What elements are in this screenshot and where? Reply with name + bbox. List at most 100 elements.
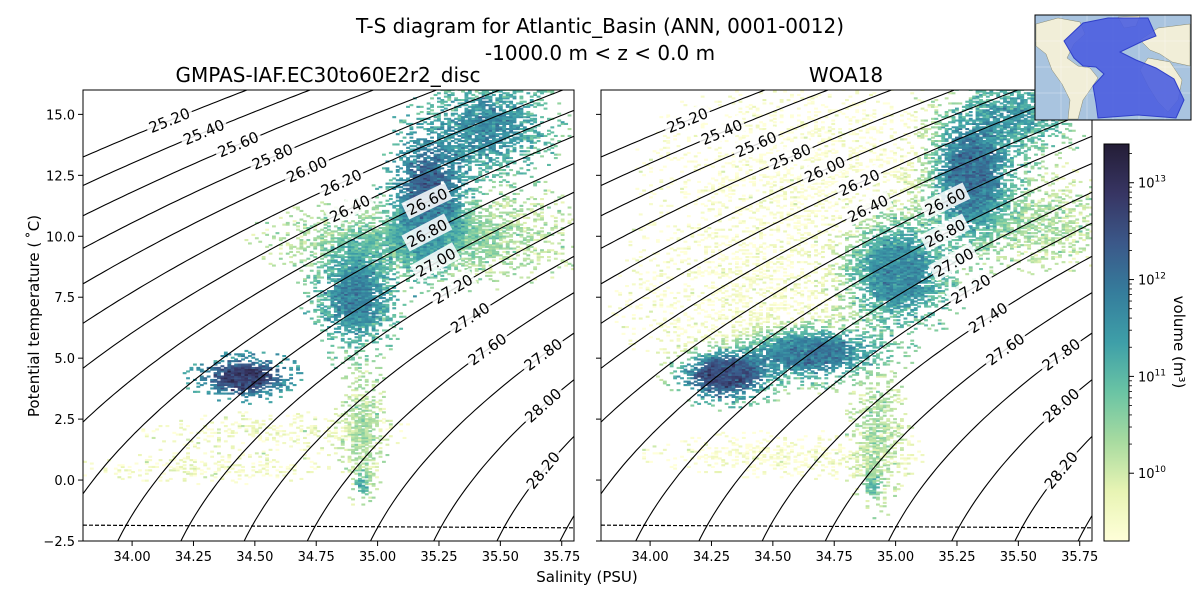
heat-cell: [344, 250, 349, 254]
heat-cell: [265, 454, 270, 457]
heat-cell: [210, 455, 215, 458]
heat-cell: [485, 215, 489, 218]
heat-cell: [495, 157, 500, 160]
heat-cell: [471, 151, 476, 155]
heat-cell: [488, 204, 493, 207]
heat-cell: [309, 317, 314, 320]
heat-cell: [478, 119, 483, 122]
heat-cell: [464, 111, 469, 114]
heat-cell: [268, 252, 273, 255]
heat-cell: [498, 162, 503, 165]
heat-cell: [351, 389, 355, 392]
heat-cell: [498, 271, 503, 274]
heat-cell: [416, 167, 421, 170]
heat-cell: [461, 179, 465, 182]
heat-cell: [361, 312, 366, 315]
heat-cell: [413, 180, 417, 184]
heat-cell: [186, 447, 190, 450]
heat-cell: [344, 303, 349, 306]
heat-cell: [502, 141, 507, 144]
heat-cell: [440, 100, 445, 103]
heat-cell: [368, 264, 373, 267]
heat-cell: [371, 232, 376, 235]
heat-cell: [474, 119, 479, 122]
heat-cell: [413, 141, 417, 144]
heat-cell: [354, 445, 359, 448]
heat-cell: [430, 179, 434, 182]
heat-cell: [437, 211, 441, 214]
heat-cell: [399, 237, 404, 240]
heat-cell: [447, 180, 452, 184]
heat-cell: [251, 431, 256, 434]
heat-cell: [378, 450, 383, 453]
heat-cell: [272, 225, 276, 228]
heat-cell: [347, 404, 352, 407]
heat-cell: [354, 419, 359, 422]
heat-cell: [354, 264, 359, 267]
heat-cell: [416, 254, 421, 257]
heat-cell: [440, 141, 445, 144]
heat-cell: [498, 93, 503, 97]
heat-cell: [120, 477, 125, 481]
heat-cell: [299, 239, 304, 242]
heat-cell: [395, 211, 400, 214]
heat-cell: [227, 431, 232, 434]
heat-cell: [223, 416, 228, 419]
heat-cell: [471, 228, 476, 231]
heat-cell: [433, 160, 438, 163]
heat-cell: [437, 242, 441, 245]
heat-cell: [337, 247, 342, 250]
heat-cell: [371, 305, 376, 308]
heat-cell: [388, 317, 393, 320]
heat-cell: [464, 211, 469, 214]
heat-cell: [457, 257, 462, 260]
heat-cell: [258, 469, 263, 472]
heat-cell: [478, 145, 483, 148]
heat-cell: [375, 414, 379, 417]
heat-cell: [333, 279, 338, 283]
heat-cell: [395, 232, 400, 235]
heat-cell: [450, 228, 455, 231]
heat-cell: [461, 153, 465, 156]
heat-cell: [347, 385, 352, 388]
heat-cell: [457, 116, 462, 119]
heat-cell: [244, 366, 249, 370]
heat-cell: [330, 235, 335, 238]
heat-cell: [454, 266, 459, 269]
heat-cell: [392, 249, 397, 252]
heat-cell: [344, 307, 349, 310]
heat-cell: [272, 459, 276, 462]
heat-cell: [347, 435, 352, 438]
heat-cell: [478, 278, 483, 281]
heat-cell: [388, 223, 393, 226]
heat-cell: [306, 230, 311, 233]
heat-cell: [248, 382, 252, 385]
heat-cell: [488, 131, 493, 134]
heat-cell: [241, 471, 245, 474]
heat-cell: [354, 266, 359, 269]
heat-cell: [423, 180, 428, 184]
heat-cell: [371, 245, 376, 248]
heat-cell: [419, 184, 424, 187]
heat-cell: [502, 134, 507, 138]
heat-cell: [454, 230, 459, 233]
heat-cell: [399, 211, 404, 214]
heat-cell: [437, 271, 441, 274]
heat-cell: [402, 250, 407, 254]
heat-cell: [155, 428, 160, 431]
heat-cell: [416, 117, 421, 120]
heat-cell: [395, 174, 400, 177]
heat-cell: [237, 477, 242, 481]
heat-cell: [337, 297, 342, 300]
heat-cell: [361, 465, 366, 469]
heat-cell: [354, 431, 359, 434]
heat-cell: [368, 474, 373, 477]
heat-cell: [440, 274, 445, 277]
heat-cell: [368, 227, 373, 230]
heat-cell: [382, 288, 386, 291]
heat-cell: [461, 232, 465, 235]
heat-cell: [241, 366, 245, 370]
heat-cell: [230, 377, 235, 380]
heat-cell: [278, 216, 283, 219]
heat-cell: [278, 385, 283, 388]
